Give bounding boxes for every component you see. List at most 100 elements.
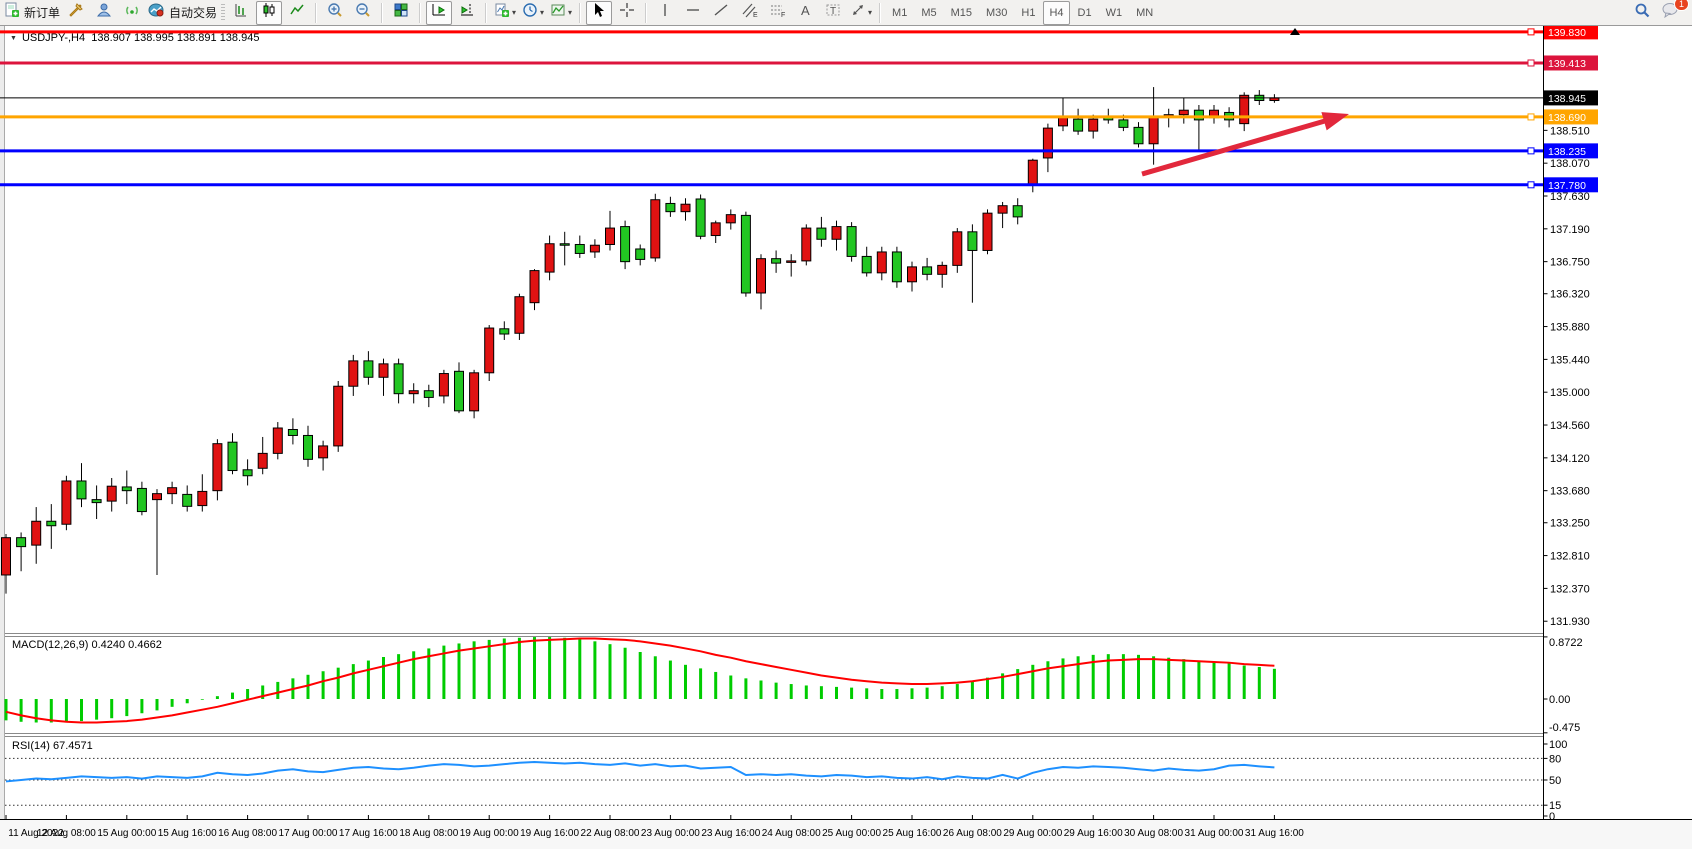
svg-text:0.8722: 0.8722 [1549,637,1583,649]
svg-text:E: E [753,12,758,18]
svg-text:135.440: 135.440 [1550,354,1590,366]
text-label-icon: T [825,2,841,23]
svg-text:-0.475: -0.475 [1549,722,1580,734]
svg-text:25 Aug 00:00: 25 Aug 00:00 [822,828,881,839]
svg-text:133.250: 133.250 [1550,518,1590,530]
zoom-in-button[interactable] [322,1,348,25]
toolbar: 新订单 自动交易 [0,0,1692,26]
arrows-caret-icon[interactable]: ▾ [868,8,873,17]
timeframe-button-group: M1 M5 M15 M30 H1 H4 D1 W1 MN [885,0,1160,25]
zoom-out-icon [355,2,371,23]
svg-text:23 Aug 16:00: 23 Aug 16:00 [701,828,760,839]
svg-text:138.510: 138.510 [1550,125,1590,137]
toolbar-separator [645,2,648,23]
line-chart-icon [289,2,305,23]
hline-handle [1527,59,1535,67]
timeframe-button-M5[interactable]: M5 [915,1,942,25]
bar-chart-icon [233,2,249,23]
tile-windows-button[interactable] [388,1,414,25]
chart-canvas[interactable]: 138.510 138.070 137.630 137.190 136.750 136.3… [0,26,1692,849]
zoom-out-button[interactable] [350,1,376,25]
svg-text:29 Aug 00:00: 29 Aug 00:00 [1003,828,1062,839]
svg-text:T: T [830,6,836,17]
svg-text:0: 0 [1549,811,1555,823]
hline-handle [1527,28,1535,36]
svg-text:11 Aug 2022: 11 Aug 2022 [8,828,64,839]
svg-text:A: A [801,3,810,18]
svg-text:23 Aug 00:00: 23 Aug 00:00 [641,828,700,839]
search-button[interactable] [1629,1,1655,25]
hline-handle [1527,181,1535,189]
chart-shift-icon [459,2,475,23]
svg-text:15: 15 [1549,800,1561,812]
autotrading-button[interactable]: 自动交易 [147,1,218,25]
text-button[interactable]: A [792,1,818,25]
svg-text:139.413: 139.413 [1548,58,1586,70]
svg-text:15 Aug 00:00: 15 Aug 00:00 [97,828,156,839]
chart-ohlc-values: 138.907 138.995 138.891 138.945 [91,32,260,44]
new-order-button[interactable]: 新订单 [3,1,61,25]
timeframe-button-M15[interactable]: M15 [945,1,978,25]
svg-text:19 Aug 16:00: 19 Aug 16:00 [520,828,579,839]
add-indicator-caret-icon[interactable]: ▾ [512,8,517,17]
zoom-in-icon [327,2,343,23]
timeframe-button-D1[interactable]: D1 [1072,1,1098,25]
timeframe-button-M1[interactable]: M1 [886,1,913,25]
timeframe-button-M30[interactable]: M30 [980,1,1013,25]
line-chart-button[interactable] [284,1,310,25]
equidistant-channel-button[interactable]: E [736,1,762,25]
signal-icon [124,2,140,23]
vertical-line-button[interactable] [652,1,678,25]
horizontal-line-button[interactable] [680,1,706,25]
svg-text:29 Aug 16:00: 29 Aug 16:00 [1064,828,1123,839]
publisher-icon [96,2,112,23]
chat-button[interactable]: 1 [1657,0,1689,25]
timeframe-label: D1 [1077,6,1092,19]
candlestick-chart-button[interactable] [256,0,283,25]
timeframe-button-H4[interactable]: H4 [1043,0,1070,25]
periods-caret-icon[interactable]: ▾ [540,8,545,17]
arrows-button[interactable]: ▾ [848,1,874,25]
svg-text:136.750: 136.750 [1550,257,1590,269]
timeframe-label: M5 [921,6,937,19]
horizontal-line-icon [685,2,701,23]
toolbar-grip [221,3,226,22]
templates-button[interactable]: ▾ [548,1,574,25]
svg-text:138.945: 138.945 [1548,93,1586,105]
timeframe-button-H1[interactable]: H1 [1015,1,1041,25]
svg-text:138.070: 138.070 [1550,158,1590,170]
candlestick-chart-icon [261,2,277,23]
add-indicator-button[interactable]: ▾ [492,1,518,25]
trendline-button[interactable] [708,1,734,25]
svg-text:100: 100 [1549,739,1567,751]
tile-windows-icon [393,2,409,23]
timeframe-label: H4 [1049,6,1064,19]
publisher-button[interactable] [91,1,117,25]
text-label-button[interactable]: T [820,1,846,25]
timeframe-button-MN[interactable]: MN [1130,1,1159,25]
signal-button[interactable] [119,1,145,25]
auto-scroll-button[interactable] [426,0,453,25]
svg-text:25 Aug 16:00: 25 Aug 16:00 [883,828,942,839]
horn-button[interactable] [63,1,89,25]
bar-chart-button[interactable] [228,1,254,25]
autotrading-icon [148,2,165,23]
chat-unread-badge: 1 [1673,0,1689,11]
svg-text:18 Aug 08:00: 18 Aug 08:00 [399,828,458,839]
periods-button[interactable]: ▾ [520,1,546,25]
auto-scroll-icon [431,2,447,23]
chart-title-collapse-icon[interactable]: ▼ [10,34,17,42]
chart-shift-button[interactable] [454,1,480,25]
add-indicator-icon [494,2,510,23]
vertical-line-icon [657,2,673,23]
timeframe-button-W1[interactable]: W1 [1100,1,1129,25]
cursor-button[interactable] [586,0,613,25]
rsi-indicator-label: RSI(14) 67.4571 [12,740,93,752]
svg-text:138.235: 138.235 [1548,146,1586,158]
svg-text:132.370: 132.370 [1550,583,1590,595]
crosshair-button[interactable] [614,1,640,25]
svg-text:80: 80 [1549,753,1561,765]
toolbar-right-icons: 1 [1628,0,1689,25]
templates-caret-icon[interactable]: ▾ [568,8,573,17]
fibonacci-button[interactable]: F [764,1,790,25]
